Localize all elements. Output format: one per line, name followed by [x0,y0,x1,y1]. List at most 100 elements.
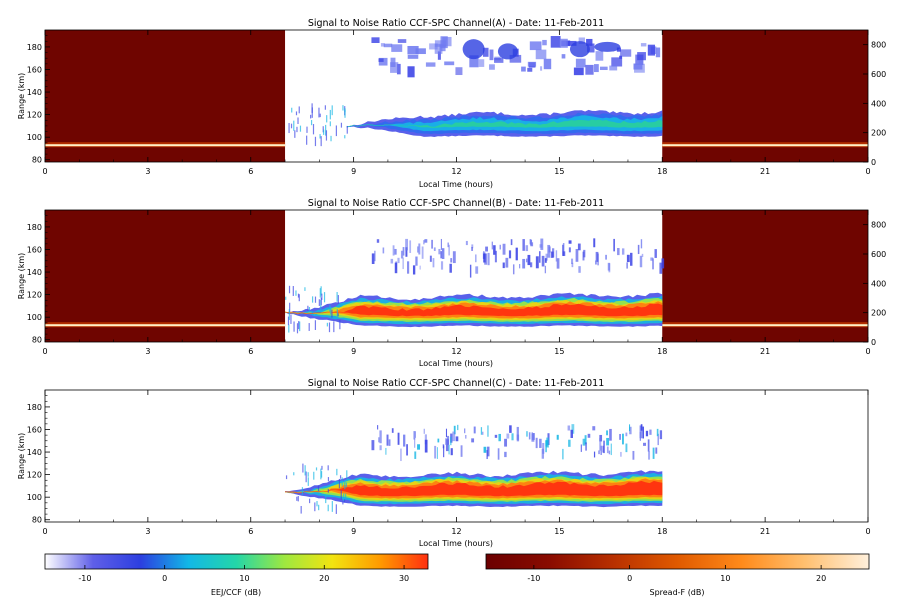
colorbar-eej-label: EEJ/CCF (dB) [211,588,261,597]
spread-echo [539,251,541,263]
spread-echo [641,253,644,257]
eej-speckle [336,309,338,319]
eej-speckle [345,493,347,498]
eej-speckle [297,117,299,124]
spread-echo [535,49,547,60]
spread-echo [515,247,518,261]
spread-echo [391,428,394,433]
spread-echo [394,248,397,255]
spread-echo [489,49,494,61]
spread-echo [376,239,380,243]
x-tick-label: 21 [760,527,770,536]
spread-echo [647,439,650,452]
y-tick-label: 80 [32,156,42,165]
spread-echo [390,258,394,264]
spread-echo [580,444,582,452]
spread-echo [648,451,651,460]
spread-echo [397,257,400,264]
spread-echo [397,432,400,445]
spread-echo [540,238,544,250]
eej-speckle [292,286,294,296]
spread-echo [535,437,538,449]
eej-speckle [307,472,309,477]
spread-echo [509,425,512,433]
x-tick-label: 15 [554,527,564,536]
spread-echo [480,427,483,435]
panel-b-title: Signal to Noise Ratio CCF-SPC Channel(B)… [308,198,604,209]
spread-echo [405,247,408,257]
spread-echo [445,438,448,445]
spread-echo [568,439,571,447]
spread-echo [493,245,496,255]
spread-echo [440,238,442,250]
eej-speckle [325,124,327,136]
spread-echo [504,438,508,447]
eej-speckle [335,504,337,514]
y-tick-label: 160 [27,65,42,74]
spread-echo [434,43,443,54]
eej-speckle [296,323,299,334]
spread-echo [522,258,526,269]
y-right-tick-label: 400 [871,279,886,288]
spread-echo [542,39,547,46]
y-right-tick-label: 800 [871,41,886,50]
spread-echo [417,246,419,253]
panel-a-plot [45,30,868,162]
spread-echo [407,54,419,59]
y-tick-label: 120 [27,111,42,120]
spread-echo [471,438,475,443]
spread-echo [441,248,445,259]
spread-echo [606,437,610,446]
x-tick-label: 0 [42,527,47,536]
eej-speckle [328,322,331,333]
spread-echo [425,62,436,67]
eej-speckle [311,296,314,303]
spread-echo [489,64,495,70]
spread-echo [621,248,625,255]
eej-speckle [291,107,293,113]
y-right-tick-label: 0 [871,158,876,167]
colorbar-tick-label: 0 [627,574,632,583]
spread-echo [415,48,426,55]
spread-echo [473,426,476,434]
spread-echo [433,247,436,251]
eej-speckle [322,126,324,133]
spread-echo [512,264,515,275]
spread-echo [608,450,611,455]
eej-speckle [336,292,338,302]
spread-echo [443,445,445,458]
spread-echo [483,446,487,453]
eej-speckle [290,123,293,129]
spread-echo [486,450,488,460]
spread-echo [379,430,382,444]
panel-b-plot [45,210,868,342]
night-panel [662,210,868,342]
spread-echo [403,434,406,447]
eej-speckle [340,122,343,128]
eej-speckle [290,314,292,324]
spread-echo [652,447,655,459]
y-right-tick-label: 200 [871,309,886,318]
eej-speckle [346,470,348,478]
spread-echo [626,254,630,263]
eej-speckle [313,471,315,480]
night-echo-line [45,324,286,327]
spread-echo [487,425,489,437]
spread-echo [571,262,574,268]
spread-echo [442,444,445,449]
spread-echo [483,253,486,263]
spread-echo [599,438,602,451]
spread-echo [541,448,545,459]
eej-speckle [298,321,300,330]
eej-speckle [337,295,339,304]
spread-echo [412,265,416,275]
spread-echo [504,451,507,458]
spread-echo [455,67,463,76]
spread-echo [447,242,449,248]
spread-echo [657,433,659,446]
spread-echo [377,425,379,430]
spread-echo [595,51,604,61]
x-tick-label: 18 [657,167,667,176]
spread-echo [582,251,585,261]
x-tick-label: 3 [145,167,150,176]
